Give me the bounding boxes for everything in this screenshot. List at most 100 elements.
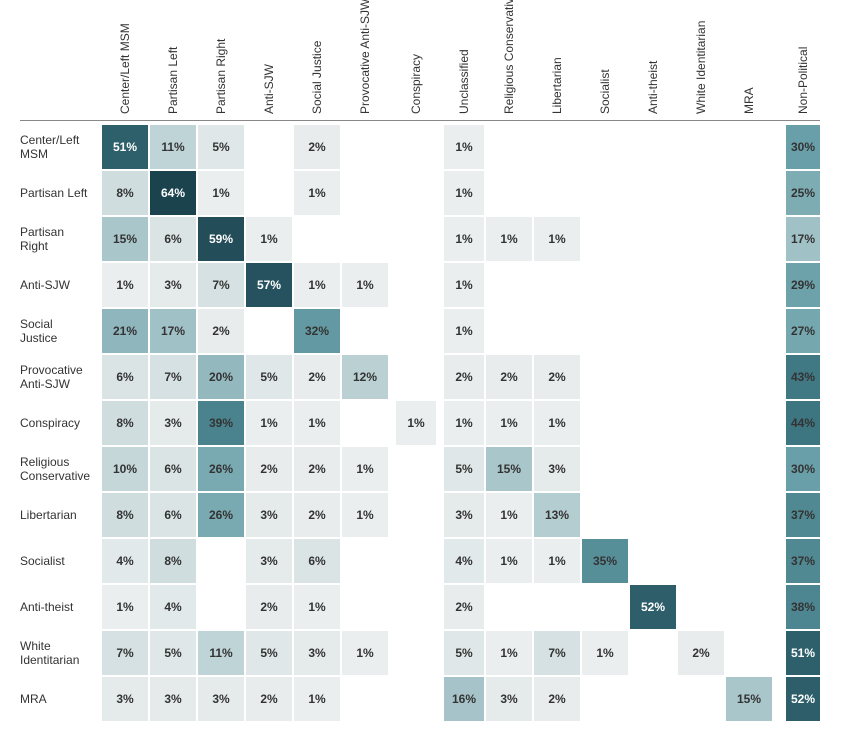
heatmap-cell: 3% xyxy=(534,447,580,491)
heatmap-cell xyxy=(726,217,772,261)
heatmap-cell: 3% xyxy=(102,677,148,721)
heatmap-cell xyxy=(582,401,628,445)
heatmap-cell xyxy=(630,217,676,261)
heatmap-cell xyxy=(342,171,388,215)
heatmap-cell xyxy=(582,493,628,537)
heatmap-cell: 38% xyxy=(786,585,820,629)
heatmap-cell: 1% xyxy=(534,539,580,583)
col-header: Libertarian xyxy=(534,20,580,118)
heatmap-cell xyxy=(582,263,628,307)
heatmap-cell xyxy=(582,217,628,261)
row-header: MRA xyxy=(20,677,100,721)
heatmap-cell: 13% xyxy=(534,493,580,537)
heatmap-cell xyxy=(678,585,724,629)
heatmap-cell xyxy=(678,493,724,537)
heatmap-cell: 3% xyxy=(486,677,532,721)
heatmap-cell xyxy=(678,677,724,721)
heatmap-cell xyxy=(582,171,628,215)
heatmap-cell: 3% xyxy=(294,631,340,675)
heatmap-cell: 2% xyxy=(198,309,244,353)
heatmap-cell xyxy=(534,263,580,307)
col-header: White Identitarian xyxy=(678,20,724,118)
heatmap-cell: 3% xyxy=(150,677,196,721)
heatmap-cell xyxy=(396,125,436,169)
heatmap-cell xyxy=(630,263,676,307)
heatmap-cell xyxy=(678,355,724,399)
heatmap-cell xyxy=(396,263,436,307)
heatmap-cell: 7% xyxy=(102,631,148,675)
heatmap-cell xyxy=(582,585,628,629)
heatmap-cell xyxy=(726,309,772,353)
heatmap-cell: 7% xyxy=(534,631,580,675)
heatmap-cell: 1% xyxy=(486,217,532,261)
heatmap-cell: 27% xyxy=(786,309,820,353)
heatmap-cell: 4% xyxy=(102,539,148,583)
heatmap-cell: 1% xyxy=(486,631,532,675)
row-header: PartisanRight xyxy=(20,217,100,261)
heatmap-cell xyxy=(726,585,772,629)
heatmap-cell xyxy=(726,355,772,399)
heatmap-cell: 51% xyxy=(102,125,148,169)
heatmap-cell: 5% xyxy=(150,631,196,675)
heatmap-cell: 1% xyxy=(294,585,340,629)
heatmap-cell: 5% xyxy=(444,631,484,675)
heatmap-cell xyxy=(726,401,772,445)
heatmap-cell xyxy=(486,125,532,169)
heatmap-cell xyxy=(246,171,292,215)
heatmap-cell xyxy=(630,355,676,399)
heatmap-cell: 8% xyxy=(102,493,148,537)
heatmap-cell: 2% xyxy=(294,447,340,491)
col-header: Partisan Left xyxy=(150,20,196,118)
heatmap-cell xyxy=(396,631,436,675)
heatmap-cell: 1% xyxy=(444,263,484,307)
heatmap-cell: 1% xyxy=(396,401,436,445)
heatmap-cell: 3% xyxy=(198,677,244,721)
heatmap-cell: 37% xyxy=(786,493,820,537)
heatmap-cell: 3% xyxy=(246,493,292,537)
heatmap-cell xyxy=(486,171,532,215)
heatmap-cell xyxy=(582,355,628,399)
heatmap-cell: 1% xyxy=(342,263,388,307)
heatmap-cell: 15% xyxy=(726,677,772,721)
heatmap-cell xyxy=(678,401,724,445)
heatmap-cell xyxy=(678,447,724,491)
heatmap-cell xyxy=(630,447,676,491)
heatmap-cell xyxy=(342,585,388,629)
heatmap-cell: 2% xyxy=(444,355,484,399)
heatmap-cell: 10% xyxy=(102,447,148,491)
heatmap-cell: 7% xyxy=(150,355,196,399)
heatmap-cell: 11% xyxy=(198,631,244,675)
heatmap-cell: 21% xyxy=(102,309,148,353)
heatmap-cell: 20% xyxy=(198,355,244,399)
row-header: Anti-theist xyxy=(20,585,100,629)
heatmap-cell: 52% xyxy=(786,677,820,721)
heatmap-cell: 1% xyxy=(294,401,340,445)
heatmap-cell: 1% xyxy=(246,401,292,445)
heatmap-cell xyxy=(630,493,676,537)
heatmap-cell: 2% xyxy=(294,125,340,169)
heatmap-cell xyxy=(678,171,724,215)
heatmap-cell xyxy=(396,677,436,721)
heatmap-cell: 5% xyxy=(444,447,484,491)
heatmap-cell xyxy=(396,493,436,537)
heatmap-cell: 29% xyxy=(786,263,820,307)
heatmap-cell xyxy=(582,309,628,353)
heatmap-cell xyxy=(396,309,436,353)
heatmap-cell: 8% xyxy=(102,401,148,445)
heatmap-cell: 57% xyxy=(246,263,292,307)
heatmap-cell: 1% xyxy=(534,217,580,261)
heatmap-cell: 5% xyxy=(246,355,292,399)
heatmap-cell xyxy=(534,171,580,215)
row-header: SocialJustice xyxy=(20,309,100,353)
heatmap-cell: 3% xyxy=(246,539,292,583)
heatmap-cell xyxy=(396,217,436,261)
heatmap-cell: 5% xyxy=(198,125,244,169)
heatmap-cell: 2% xyxy=(294,355,340,399)
heatmap-cell: 8% xyxy=(150,539,196,583)
heatmap-cell: 15% xyxy=(486,447,532,491)
heatmap-cell: 2% xyxy=(246,585,292,629)
heatmap-cell: 17% xyxy=(786,217,820,261)
row-header: Libertarian xyxy=(20,493,100,537)
heatmap-cell xyxy=(726,539,772,583)
row-header: WhiteIdentitarian xyxy=(20,631,100,675)
